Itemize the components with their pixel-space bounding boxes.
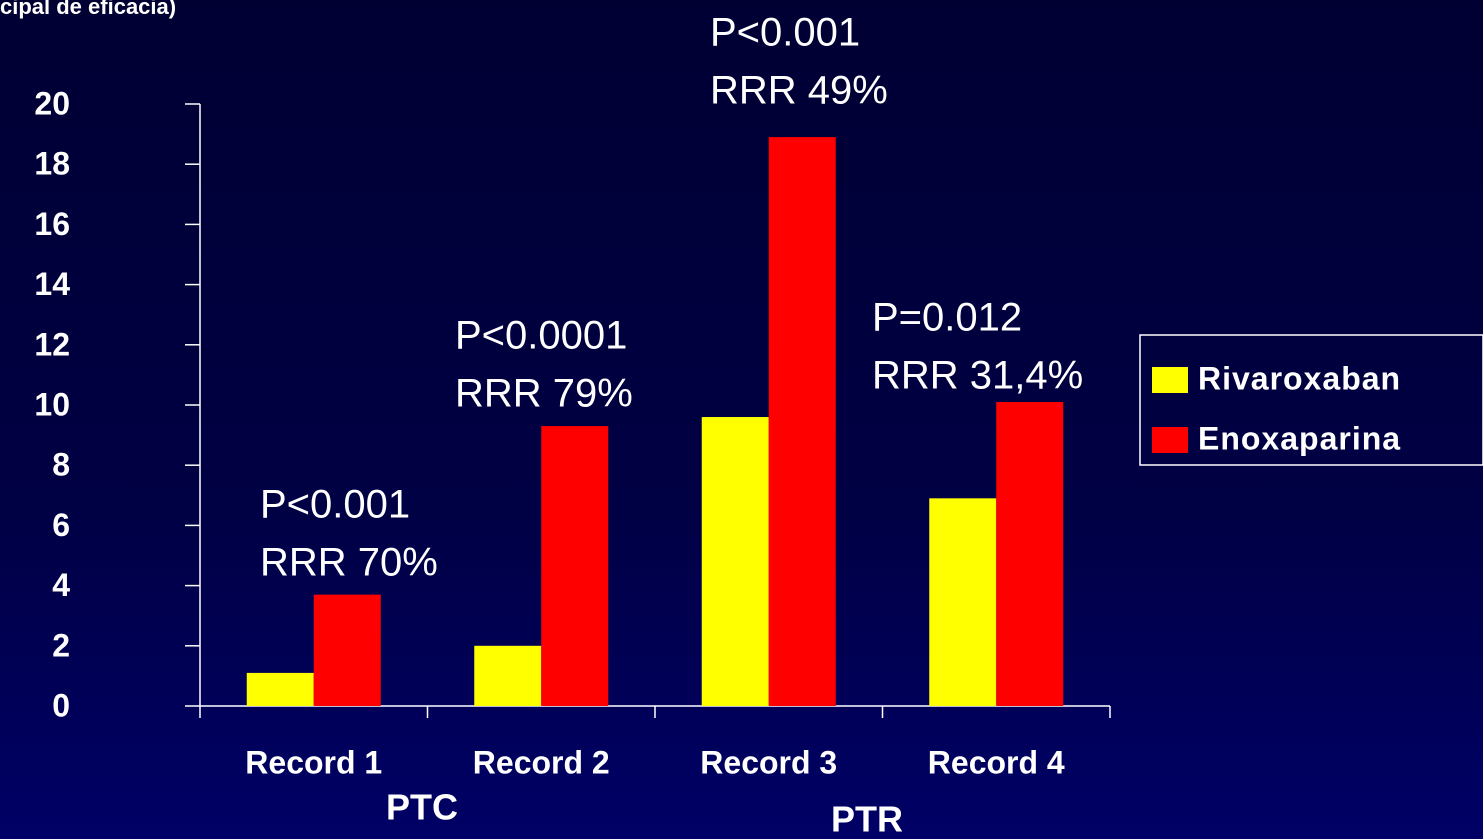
annotation: RRR 31,4%	[872, 354, 1083, 398]
y-tick-label: 10	[34, 386, 70, 422]
group-label: PTR	[831, 799, 903, 839]
bar	[929, 498, 997, 706]
bar	[701, 417, 769, 706]
y-tick-label: 12	[34, 326, 70, 362]
y-tick-label: 2	[52, 627, 70, 663]
annotation: P<0.001	[710, 11, 860, 55]
bar	[474, 645, 542, 706]
x-tick-label: Record 1	[245, 744, 382, 780]
y-tick-label: 8	[52, 447, 70, 483]
annotation: P=0.012	[872, 296, 1022, 340]
legend-box	[1139, 334, 1483, 466]
legend-label: Rivaroxaban	[1198, 360, 1401, 396]
y-tick-label: 18	[34, 146, 70, 182]
bar	[768, 137, 836, 707]
annotation: RRR 49%	[710, 69, 888, 113]
annotation: P<0.001	[260, 483, 410, 527]
y-tick-label: 6	[52, 507, 70, 543]
bar	[313, 594, 381, 706]
chart-subtitle: cipal de eficacia)	[0, 0, 176, 19]
bar	[246, 672, 314, 706]
annotation: RRR 79%	[455, 372, 633, 416]
annotation: P<0.0001	[455, 314, 627, 358]
annotation: RRR 70%	[260, 541, 438, 585]
bar	[541, 426, 609, 706]
x-tick-label: Record 2	[473, 744, 610, 780]
legend-label: Enoxaparina	[1198, 420, 1401, 456]
group-label: PTC	[386, 787, 458, 828]
y-tick-label: 16	[34, 206, 70, 242]
y-tick-label: 4	[52, 567, 70, 603]
legend-swatch	[1152, 367, 1188, 393]
y-tick-label: 14	[34, 266, 70, 302]
x-tick-label: Record 3	[700, 744, 837, 780]
x-tick-label: Record 4	[928, 744, 1065, 780]
bar	[996, 401, 1064, 706]
y-tick-label: 0	[52, 687, 70, 723]
y-tick-label: 20	[34, 85, 70, 121]
legend-swatch	[1152, 427, 1188, 453]
